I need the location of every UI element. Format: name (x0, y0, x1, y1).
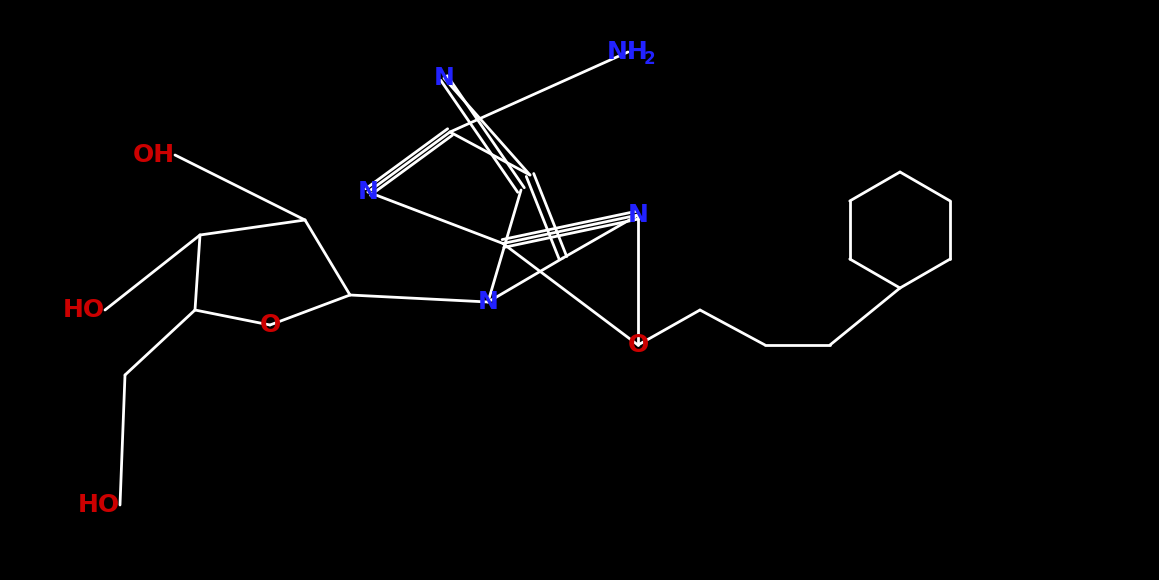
Text: N: N (627, 203, 648, 227)
Text: HO: HO (63, 298, 105, 322)
Text: O: O (260, 313, 280, 337)
Text: NH: NH (607, 40, 649, 64)
Text: N: N (433, 66, 454, 90)
Text: N: N (478, 290, 498, 314)
Text: HO: HO (78, 493, 121, 517)
Text: O: O (627, 333, 649, 357)
Text: OH: OH (133, 143, 175, 167)
Text: 2: 2 (644, 50, 656, 68)
Text: N: N (358, 180, 379, 204)
